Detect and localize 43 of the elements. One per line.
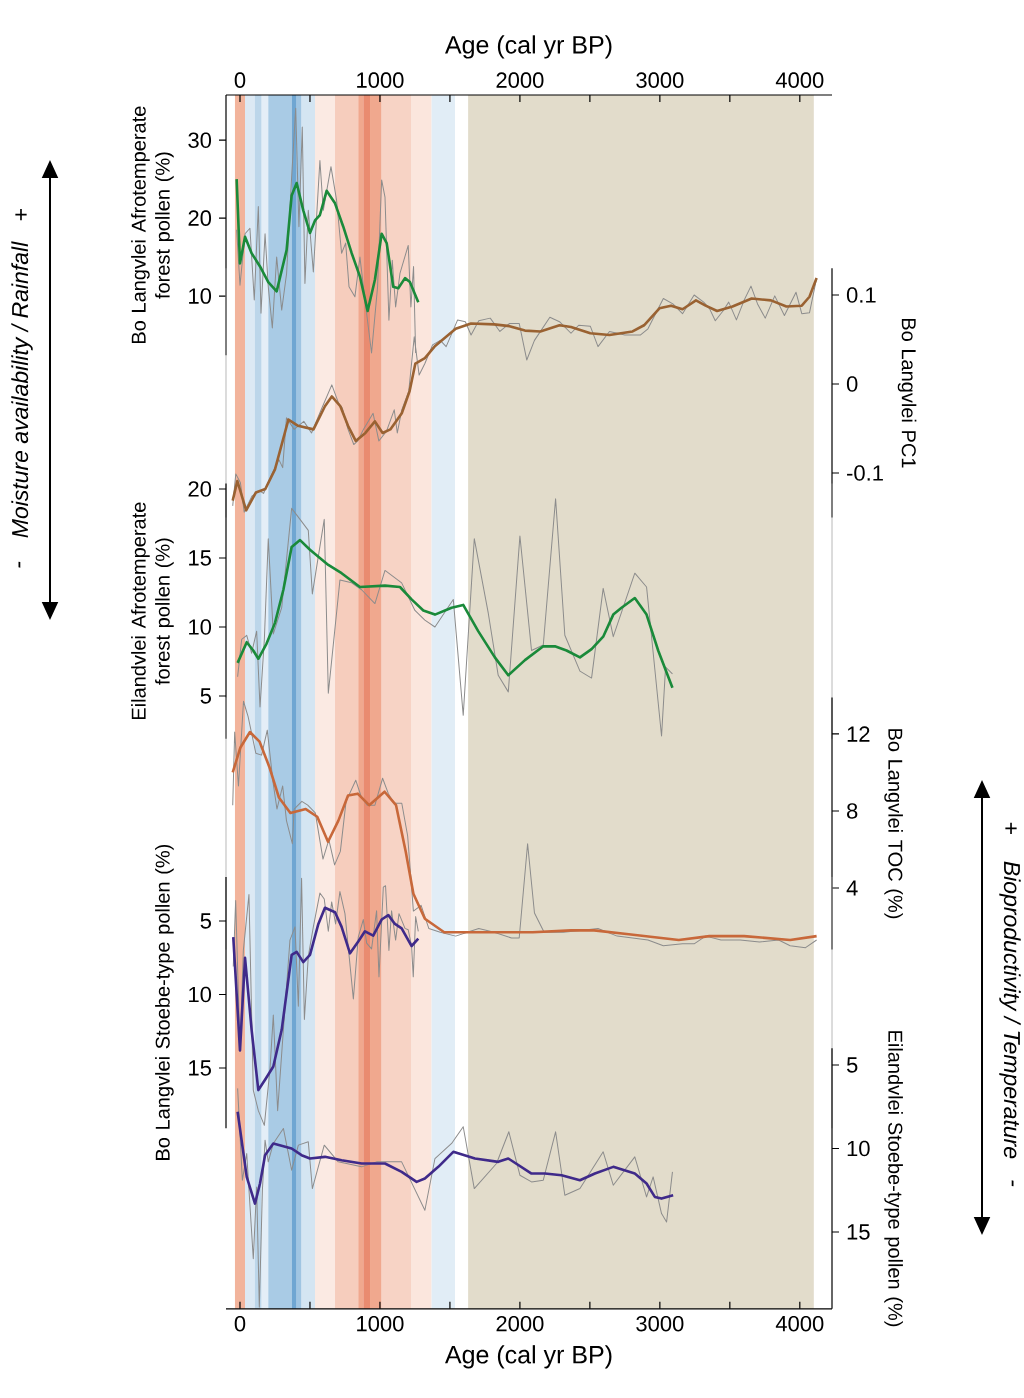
x-axis-title: Age (cal yr BP) <box>445 35 612 59</box>
y-axis-title: Bo Langvlei Stoebe-type pollen (%) <box>155 844 174 1160</box>
y-tick-label: 0.1 <box>846 287 876 303</box>
y-tick-label: 10 <box>189 288 212 304</box>
y-tick-label: 10 <box>189 986 212 1003</box>
y-tick-label: 5 <box>846 1057 858 1073</box>
text: + <box>15 209 27 221</box>
y-tick-label: 20 <box>188 210 212 226</box>
x-tick-label: 2000 <box>496 1315 544 1332</box>
y-axis-title: Eilandvlei Afrotemperate forest pollen (%) <box>131 502 174 720</box>
y-tick-label: 0 <box>846 376 858 392</box>
x-tick-label: 1000 <box>357 72 404 88</box>
text: - <box>1011 1180 1014 1187</box>
y-axis-title: Bo Langvlei PC1 <box>897 318 917 468</box>
y-tick-label: 15 <box>189 550 211 566</box>
y-axis-title: Bo Langvlei TOC (%) <box>884 729 903 919</box>
y-axis-title: Eilandvlei Stoebe-type pollen (%) <box>884 1031 903 1327</box>
x-tick-label: 3000 <box>636 72 684 88</box>
y-tick-label: 10 <box>847 1140 870 1157</box>
x-tick-label: 0 <box>234 72 246 88</box>
y-tick-label: 12 <box>847 726 870 742</box>
x-tick-label: 4000 <box>775 72 824 88</box>
y-tick-label: -0.1 <box>847 465 883 481</box>
x-tick-label: 1000 <box>357 1315 404 1332</box>
y-tick-label: 20 <box>188 481 212 497</box>
y-tick-label: 15 <box>847 1224 870 1240</box>
y-tick-label: 4 <box>846 880 858 896</box>
y-tick-label: 10 <box>189 619 212 635</box>
y-tick-label: 5 <box>200 688 211 704</box>
text: Moisture availability / Rainfall <box>11 241 33 538</box>
text: - <box>18 561 21 568</box>
x-tick-label: 4000 <box>775 1315 824 1332</box>
y-tick-label: 5 <box>200 913 211 929</box>
y-axis-title: Bo Langvlei Afrotemperate forest pollen (%) <box>131 106 174 344</box>
x-tick-label: 2000 <box>496 72 544 88</box>
y-tick-label: 8 <box>847 803 858 819</box>
y-tick-label: 15 <box>189 1060 211 1076</box>
x-tick-label: 3000 <box>636 1315 684 1332</box>
text: + <box>1005 822 1017 834</box>
text: Bioproductivity / Temperature <box>999 861 1021 1159</box>
x-axis-title: Age (cal yr BP) <box>445 1345 612 1369</box>
y-tick-label: 30 <box>188 132 212 148</box>
x-tick-label: 0 <box>234 1315 246 1332</box>
